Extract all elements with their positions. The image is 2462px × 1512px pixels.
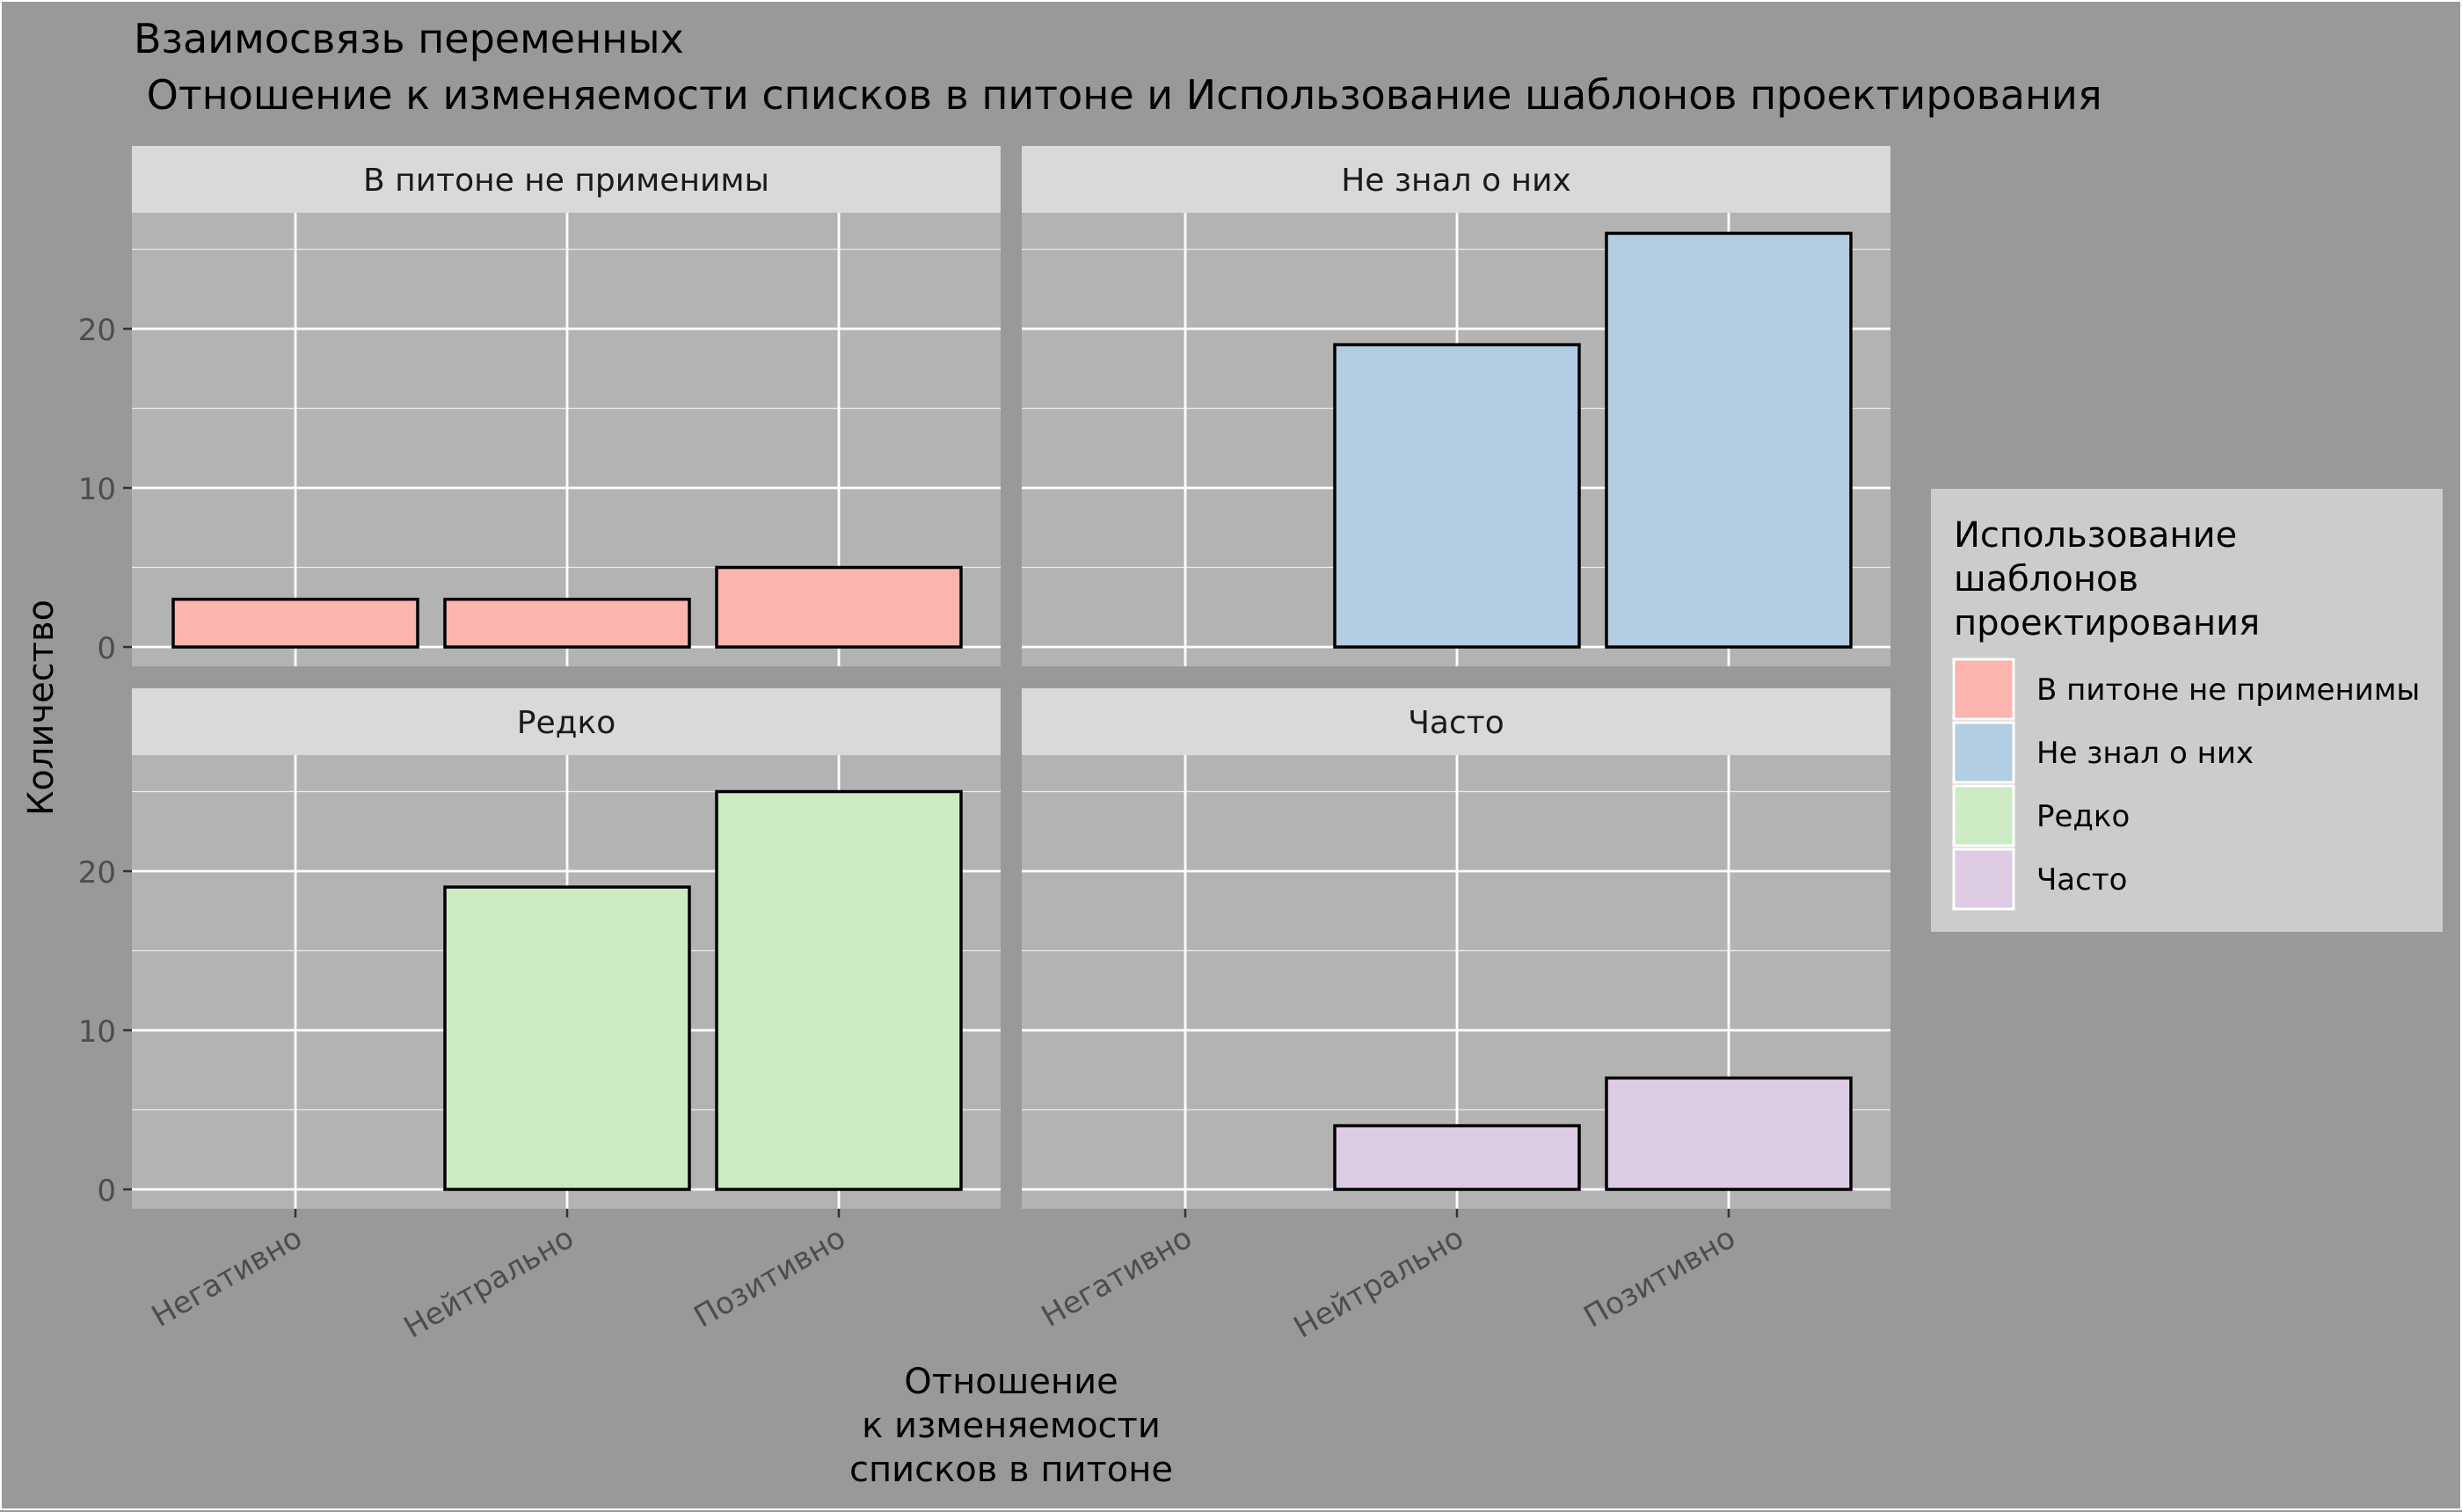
y-tick-label: 0 [97, 1174, 116, 1209]
legend-key-label: Не знал о них [2036, 736, 2254, 771]
chart-title-line2: Отношение к изменяемости списков в питон… [134, 71, 2102, 119]
x-axis-title-line: к изменяемости [862, 1406, 1161, 1446]
legend-key-label: Часто [2036, 862, 2127, 898]
legend-title-line: Использование [1954, 515, 2237, 556]
facet-panel: Редко [132, 688, 1001, 1209]
legend-background [1931, 489, 2443, 932]
facet-panel: Часто [1022, 688, 1890, 1209]
facet-strip-label: Часто [1408, 705, 1504, 741]
y-tick-label: 20 [78, 855, 116, 890]
chart-title-line1: Взаимосвязь переменных [134, 15, 684, 62]
y-tick-label: 20 [78, 313, 116, 348]
bar-Позитивно [1605, 1076, 1853, 1191]
facet-panels: В питоне не применимы Не знал о них Редко Ч… [132, 146, 1890, 1209]
facet-strip-label: В питоне не применимы [363, 163, 769, 199]
facet-panel: В питоне не применимы [132, 146, 1001, 666]
bar-Нейтрально [443, 597, 691, 649]
legend-title-line: проектирования [1954, 603, 2260, 643]
x-tick-label: Позитивно [1578, 1220, 1742, 1334]
legend-key-swatch [1952, 784, 2015, 847]
bar-Позитивно [715, 565, 963, 649]
bar-Нейтрально [443, 885, 691, 1191]
bar-Негативно [171, 597, 419, 649]
x-tick-label: Позитивно [688, 1220, 852, 1334]
y-tick-label: 10 [78, 1014, 116, 1050]
facet-strip [132, 146, 1001, 213]
x-tick-label: Негативно [1036, 1220, 1198, 1334]
bar-Нейтрально [1333, 343, 1581, 649]
legend-key-swatch [1952, 721, 2015, 784]
facet-strip-label: Не знал о них [1341, 163, 1571, 199]
bar-Позитивно [1605, 231, 1853, 649]
bar-Позитивно [715, 789, 963, 1191]
x-tick-label: Негативно [146, 1220, 309, 1334]
x-axis-title-line: списков в питоне [849, 1450, 1173, 1490]
x-tick-label: Нейтрально [398, 1220, 580, 1345]
legend-key-label: В питоне не применимы [2036, 672, 2420, 708]
x-tick-label: Нейтрально [1288, 1220, 1470, 1345]
bar-Нейтрально [1333, 1123, 1581, 1191]
facet-panel: Не знал о них [1022, 146, 1890, 666]
legend-key-swatch [1952, 658, 2015, 721]
facet-strip-label: Редко [517, 705, 616, 741]
y-axis-title: Количество [21, 600, 62, 816]
y-tick-label: 0 [97, 631, 116, 666]
legend-key-label: Редко [2036, 799, 2130, 834]
legend-key-swatch [1952, 847, 2015, 911]
y-tick-label: 10 [78, 472, 116, 507]
facet-strip [132, 688, 1001, 755]
legend-title-line: шаблонов [1954, 559, 2138, 600]
facet-strip [1022, 146, 1890, 213]
x-axis-title-line: Отношение [904, 1362, 1118, 1402]
facet-strip [1022, 688, 1890, 755]
